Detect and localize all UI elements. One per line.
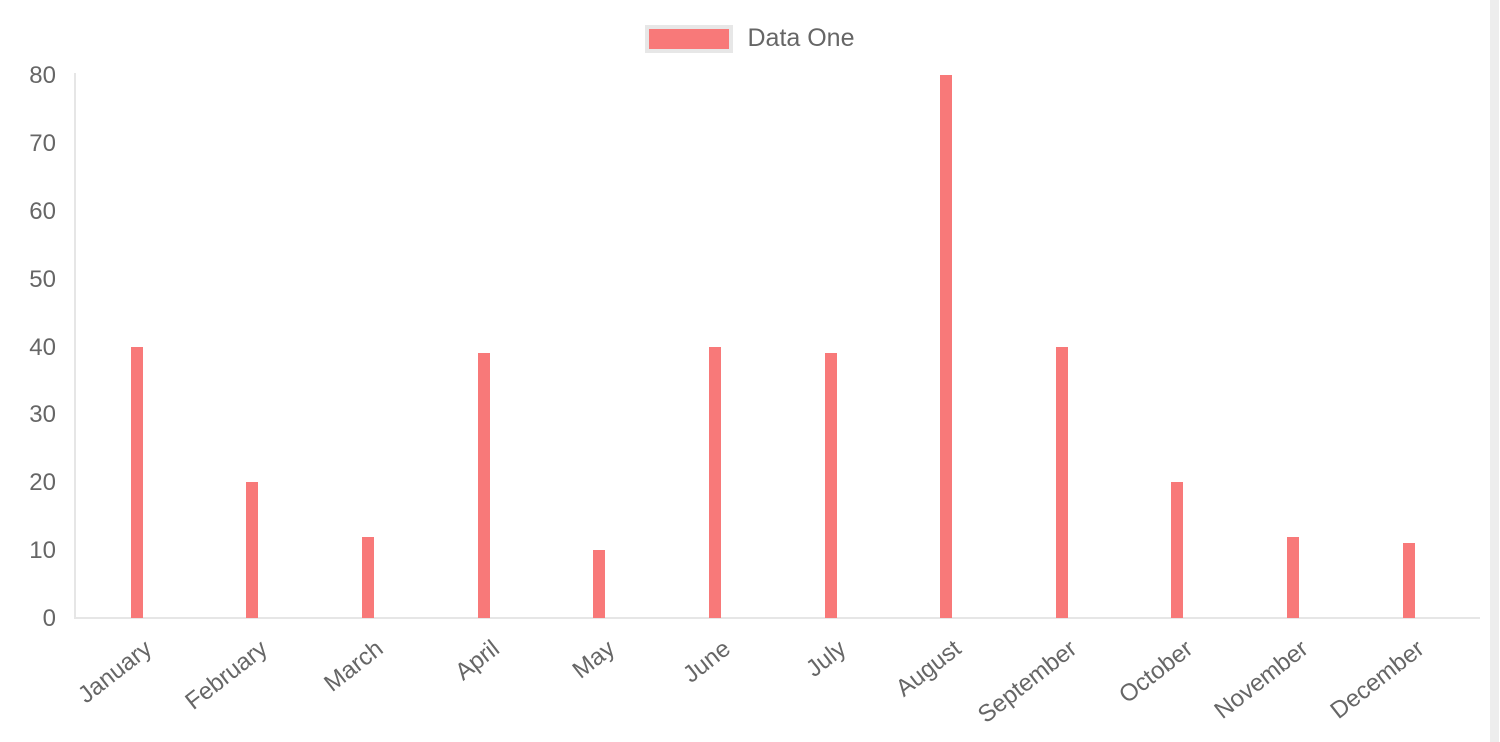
x-axis-label-may: May bbox=[567, 635, 620, 685]
bar-march[interactable] bbox=[361, 536, 374, 618]
bar-december[interactable] bbox=[1402, 543, 1415, 618]
bar-april[interactable] bbox=[477, 353, 490, 618]
y-tick-label-30: 30 bbox=[29, 401, 56, 429]
y-axis-line bbox=[74, 73, 76, 619]
bar-september[interactable] bbox=[1055, 346, 1068, 618]
bar-october[interactable] bbox=[1171, 482, 1184, 618]
x-axis-line bbox=[74, 617, 1480, 619]
bar-january[interactable] bbox=[130, 346, 143, 618]
x-axis-label-january: January bbox=[73, 635, 158, 709]
bar-august[interactable] bbox=[940, 75, 953, 618]
bar-june[interactable] bbox=[708, 346, 721, 618]
x-axis-label-march: March bbox=[319, 635, 389, 698]
y-tick-label-20: 20 bbox=[29, 469, 56, 497]
y-tick-label-40: 40 bbox=[29, 333, 56, 361]
legend-swatch bbox=[645, 24, 734, 53]
x-axis-label-june: June bbox=[677, 635, 736, 689]
bar-november[interactable] bbox=[1287, 536, 1300, 618]
x-axis-label-april: April bbox=[449, 635, 505, 686]
chart-legend[interactable]: Data One bbox=[0, 24, 1500, 53]
scrollbar[interactable] bbox=[1490, 0, 1499, 742]
x-axis-label-december: December bbox=[1325, 635, 1430, 725]
x-axis-label-august: August bbox=[891, 635, 967, 703]
x-axis-label-october: October bbox=[1114, 635, 1199, 709]
y-tick-label-70: 70 bbox=[29, 129, 56, 157]
y-tick-label-50: 50 bbox=[29, 265, 56, 293]
y-tick-label-0: 0 bbox=[42, 605, 56, 632]
bar-july[interactable] bbox=[824, 353, 837, 618]
x-axis-label-july: July bbox=[800, 635, 852, 683]
x-axis-label-november: November bbox=[1209, 635, 1314, 725]
legend-label: Data One bbox=[747, 24, 855, 52]
bar-may[interactable] bbox=[593, 550, 606, 618]
y-tick-label-60: 60 bbox=[29, 197, 56, 225]
x-axis-label-february: February bbox=[180, 635, 273, 716]
y-tick-label-10: 10 bbox=[29, 537, 56, 565]
x-axis-label-september: September bbox=[973, 635, 1083, 729]
y-tick-label-80: 80 bbox=[29, 62, 56, 89]
bar-february[interactable] bbox=[246, 482, 259, 618]
